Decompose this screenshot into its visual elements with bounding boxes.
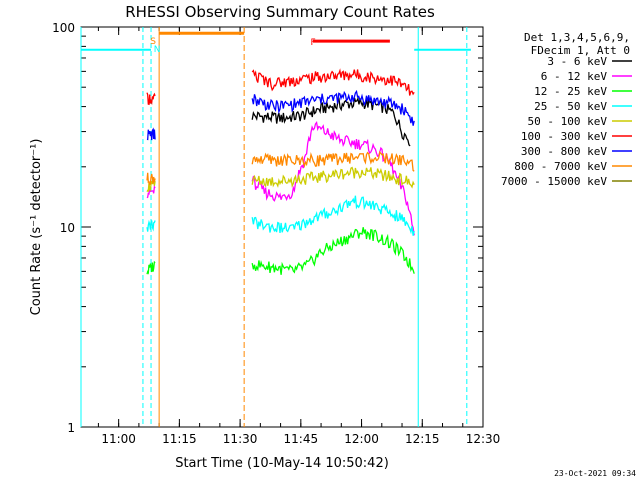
x-tick-label: 11:00 [101,432,136,446]
series-line-25-50-kev [251,195,415,236]
series-line-800-7000-kev [146,172,156,186]
series-line-100-300-kev [146,92,156,106]
series-line-300-800-kev [251,89,415,126]
plot-axes: 11:00 11:15 11:30 11:45 12:00 12:15 12:30 1 10 10… [52,21,500,446]
annotation-label: S [150,37,156,47]
series-line-100-300-kev [251,68,415,96]
x-tick-label: 12:30 [466,432,501,446]
legend-header: FDecim 1, Att 0 [531,44,630,57]
legend-entry: 3 - 6 keV [547,55,607,68]
series-line-12-25-kev [146,260,156,275]
series-line-6-12-kev [146,184,156,199]
timestamp-footer: 23-Oct-2021 09:34 [554,469,636,478]
legend-entry: 300 - 800 keV [521,145,607,158]
legend-entry: 100 - 300 keV [521,130,607,143]
chart-title: RHESSI Observing Summary Count Rates [125,3,435,21]
segment-lines [159,31,390,43]
series-line-50-100-kev [251,166,415,189]
series-lines [81,48,471,275]
x-tick-label: 11:30 [223,432,258,446]
legend-entry: 12 - 25 keV [534,85,607,98]
series-line-300-800-kev [146,127,156,141]
legend-entry: 7000 - 15000 keV [501,175,607,188]
annotation-label: F [310,38,315,48]
series-line-25-50-kev [146,219,156,232]
series-line-12-25-kev [251,227,415,275]
y-tick-label: 10 [60,221,75,235]
legend-entry: 6 - 12 keV [541,70,608,83]
y-tick-label: 1 [67,421,75,435]
x-tick-label: 11:15 [162,432,197,446]
x-tick-label: 12:15 [405,432,440,446]
legend-header: Det 1,3,4,5,6,9, [524,31,630,44]
y-axis-label: Count Rate (s⁻¹ detector⁻¹) [29,139,44,316]
annotations: SN F [150,37,315,55]
legend-entry: 50 - 100 keV [528,115,608,128]
legend-entry: 25 - 50 keV [534,100,607,113]
x-tick-label: 11:45 [284,432,319,446]
annotation-label: N [154,45,161,55]
series-line-800-7000-kev [251,150,415,172]
y-tick-label: 100 [52,21,75,35]
legend-entry: 800 - 7000 keV [514,160,607,173]
legend: Det 1,3,4,5,6,9,FDecim 1, Att 03 - 6 keV… [501,31,632,188]
x-axis-label: Start Time (10-May-14 10:50:42) [175,456,389,471]
x-tick-label: 12:00 [344,432,379,446]
